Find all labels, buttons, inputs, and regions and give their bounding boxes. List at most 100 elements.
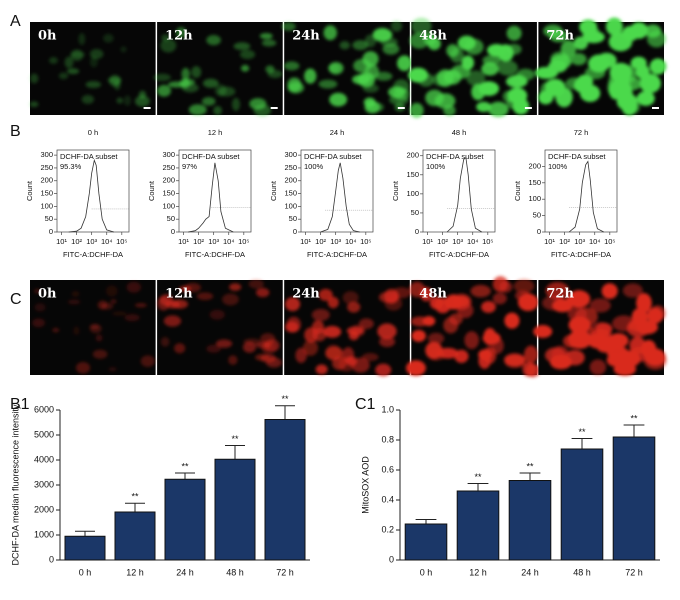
image-label: 0h: [38, 287, 57, 302]
y-tick-label: 0.8: [381, 434, 394, 444]
plot-frame: [544, 149, 618, 233]
cell: [568, 316, 591, 334]
bar: [64, 535, 106, 561]
cell: [70, 49, 84, 61]
x-tick-label: 10³: [330, 237, 341, 246]
histogram-line: [446, 156, 483, 233]
cell: [443, 105, 456, 116]
cell: [206, 344, 221, 353]
bar: [404, 523, 448, 561]
significance: **: [231, 434, 239, 444]
scale-bar: [397, 107, 405, 109]
x-tick-label: 0 h: [420, 567, 433, 577]
cell: [228, 355, 238, 365]
y-tick-label: 50: [533, 211, 541, 220]
y-tick-label: 50: [411, 208, 419, 217]
cell: [647, 307, 664, 324]
cell: [120, 46, 127, 53]
cell: [73, 326, 80, 335]
cell: [249, 98, 267, 110]
cell: [338, 356, 355, 372]
cell: [29, 101, 39, 108]
cell: [67, 68, 80, 75]
y-tick-label: 150: [406, 170, 419, 179]
x-tick-label: 10¹: [422, 237, 433, 246]
cell: [352, 40, 369, 51]
y-tick-label: 100: [406, 189, 419, 198]
cell: [488, 101, 509, 118]
scale-bar: [652, 107, 659, 109]
cell: [551, 345, 570, 365]
cell: [579, 84, 601, 102]
cell: [621, 95, 638, 116]
cells: [153, 27, 283, 117]
cell: [393, 79, 410, 94]
cell: [231, 97, 241, 111]
significance: **: [474, 472, 482, 482]
x-tick-label: 10¹: [300, 237, 311, 246]
cell: [636, 293, 652, 313]
cell: [374, 71, 393, 81]
y-tick-label: 0: [537, 227, 541, 236]
cells: [157, 279, 282, 368]
cell: [160, 38, 177, 53]
cell: [181, 67, 190, 81]
cell: [362, 51, 379, 67]
cell: [481, 62, 499, 76]
cell: [635, 64, 650, 80]
x-tick-label: 10³: [574, 237, 585, 246]
cell: [239, 49, 256, 60]
cell: [606, 353, 622, 367]
bar: [456, 490, 500, 561]
x-tick-label: 10⁵: [604, 237, 615, 246]
cell: [550, 51, 569, 66]
cell: [123, 95, 132, 106]
cell: [649, 58, 667, 75]
cell: [432, 72, 450, 87]
y-axis-label: Count: [147, 180, 156, 201]
cell: [524, 345, 538, 364]
cell: [196, 292, 214, 301]
cell: [287, 82, 305, 94]
cell: [134, 95, 150, 107]
cell: [81, 94, 95, 104]
y-tick-label: 6000: [34, 404, 54, 414]
cell: [516, 68, 535, 81]
bar: [114, 511, 156, 561]
cell: [328, 63, 340, 73]
plot-frame: [178, 149, 252, 233]
y-tick-label: 100: [162, 201, 175, 210]
cell: [240, 64, 250, 72]
scale-bar: [143, 107, 151, 109]
cell: [110, 299, 117, 304]
cell: [34, 303, 46, 312]
y-tick-label: 0.6: [381, 464, 394, 474]
micrograph: 48h: [405, 276, 540, 378]
cell: [375, 363, 392, 377]
cell: [379, 336, 396, 348]
cell: [418, 73, 435, 87]
cell: [242, 341, 257, 353]
panel-label: C: [10, 291, 22, 308]
significance: **: [526, 461, 534, 471]
cell: [134, 303, 147, 308]
cell: [281, 22, 296, 31]
cell: [364, 100, 381, 114]
cell: [327, 296, 339, 309]
cell: [588, 54, 610, 73]
micrograph: 72h: [533, 280, 667, 376]
cell: [470, 284, 491, 298]
x-tick-label: 10⁴: [345, 237, 357, 246]
image-label: 12h: [165, 287, 193, 302]
bar: [264, 419, 306, 561]
cell: [261, 39, 277, 47]
x-tick-label: 12 h: [126, 567, 144, 577]
cells: [405, 276, 540, 378]
chart-title: 12 h: [208, 128, 223, 137]
y-tick-label: 50: [167, 214, 175, 223]
cell: [124, 314, 140, 322]
cell: [622, 283, 643, 298]
cell: [549, 29, 568, 43]
y-tick-label: 0: [171, 227, 175, 236]
cell: [552, 298, 573, 313]
